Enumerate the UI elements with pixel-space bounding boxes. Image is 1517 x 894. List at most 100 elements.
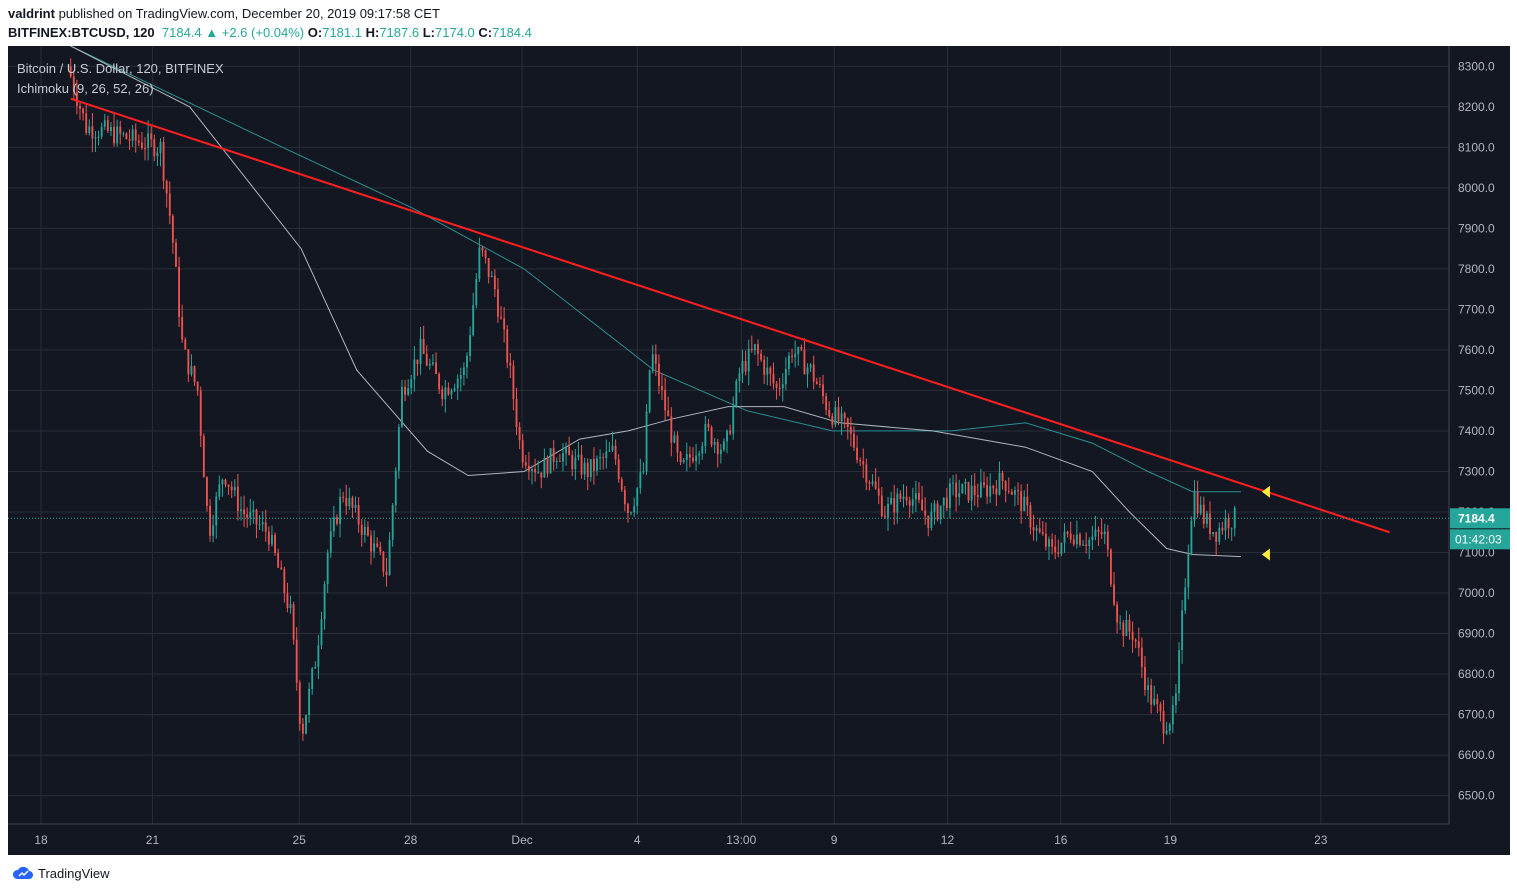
candle-body [382,551,385,572]
candle-body [927,515,930,529]
candle-body [246,514,249,518]
candle-body [620,479,623,490]
candle-body [314,666,317,669]
candle-body [97,136,100,138]
author-name[interactable]: valdrint [8,6,55,21]
candle-body [952,482,954,484]
candle-body [1168,724,1171,731]
candle-body [713,442,716,445]
candle-body [1193,492,1196,521]
y-tick-label: 6900.0 [1458,627,1495,641]
price-chart[interactable]: 8300.0 8200.0 8100.0 8000.0 7900.0 7800.0 7700… [8,46,1510,855]
candle-body [735,381,738,406]
candle-body [227,484,230,487]
chart-legend: Bitcoin / U.S. Dollar, 120, BITFINEX Ich… [17,59,224,99]
candle-body [524,462,527,466]
candle-body [580,454,583,475]
x-tick-label: 16 [1054,833,1068,847]
candle-body [404,386,406,395]
candle-body [236,486,239,511]
candle-body [1044,533,1047,547]
candle-body [69,66,72,77]
candle-body [936,503,939,520]
candle-body [280,567,283,570]
candle-body [137,140,140,143]
candle-body [1094,529,1097,537]
candle-body [921,499,924,511]
candle-body [255,509,258,525]
candle-body [94,137,97,139]
candle-body [500,316,502,319]
candle-body [633,505,636,513]
candle-body [391,505,394,540]
candle-body [274,534,276,554]
chart-frame[interactable]: 8300.0 8200.0 8100.0 8000.0 7900.0 7800.0 7700… [8,46,1510,855]
candle-body [862,461,865,465]
candle-body [407,387,410,395]
candle-body [806,367,809,375]
candle-body [797,347,800,354]
candle-body [682,459,685,463]
candle-body [540,472,543,478]
candle-body [354,505,357,508]
candle-body [1004,481,1007,491]
candle-body [986,484,989,497]
candle-body [1156,698,1159,705]
candle-body [1029,505,1032,528]
candle-body [568,446,571,456]
candle-body [794,353,797,358]
candle-body [1091,536,1094,541]
candle-body [856,447,858,461]
candle-body [190,366,193,375]
candle-body [286,593,289,608]
candle-body [788,355,790,369]
candle-body [1035,528,1038,531]
candle-body [645,411,648,472]
candle-body [481,247,484,251]
candle-body [781,384,784,389]
series-title[interactable]: Bitcoin / U.S. Dollar, 120, BITFINEX [17,61,224,76]
candle-body [175,242,177,267]
candle-body [336,517,338,524]
x-tick-label: 4 [634,833,641,847]
candle-body [1215,532,1218,542]
candle-body [221,479,224,485]
candle-body [308,688,311,715]
candle-body [320,619,323,646]
candle-body [518,427,521,441]
candle-body [1075,534,1078,545]
candle-body [131,129,134,141]
tradingview-logo[interactable]: TradingView [12,865,110,881]
y-tick-label: 7600.0 [1458,343,1495,357]
y-tick-label: 8200.0 [1458,100,1495,114]
candle-body [351,497,354,508]
candle-body [1202,504,1205,524]
candle-body [156,152,159,157]
candle-body [1051,539,1054,547]
candle-body [738,373,741,382]
candle-body [456,378,459,389]
candle-body [552,448,555,463]
candle-body [134,129,137,141]
publication-header: valdrint published on TradingView.com, D… [0,0,1517,46]
candle-body [543,457,546,478]
indicator-label[interactable]: Ichimoku (9, 26, 52, 26) [17,81,154,96]
candle-body [1063,531,1066,543]
candle-body [295,639,298,683]
candle-body [1001,472,1004,482]
candle-body [949,483,951,509]
candle-body [1162,711,1165,734]
grid [8,46,1510,855]
candle-body [184,339,187,350]
candle-body [1023,496,1026,512]
candle-body [729,430,732,434]
candle-body [704,423,707,447]
candle-body [438,373,441,390]
candle-body [964,481,967,484]
candle-body [298,682,301,724]
candle-body [212,525,215,536]
candle-body [701,446,704,454]
candle-body [1209,513,1211,534]
candle-body [159,142,162,153]
candle-body [469,335,472,356]
